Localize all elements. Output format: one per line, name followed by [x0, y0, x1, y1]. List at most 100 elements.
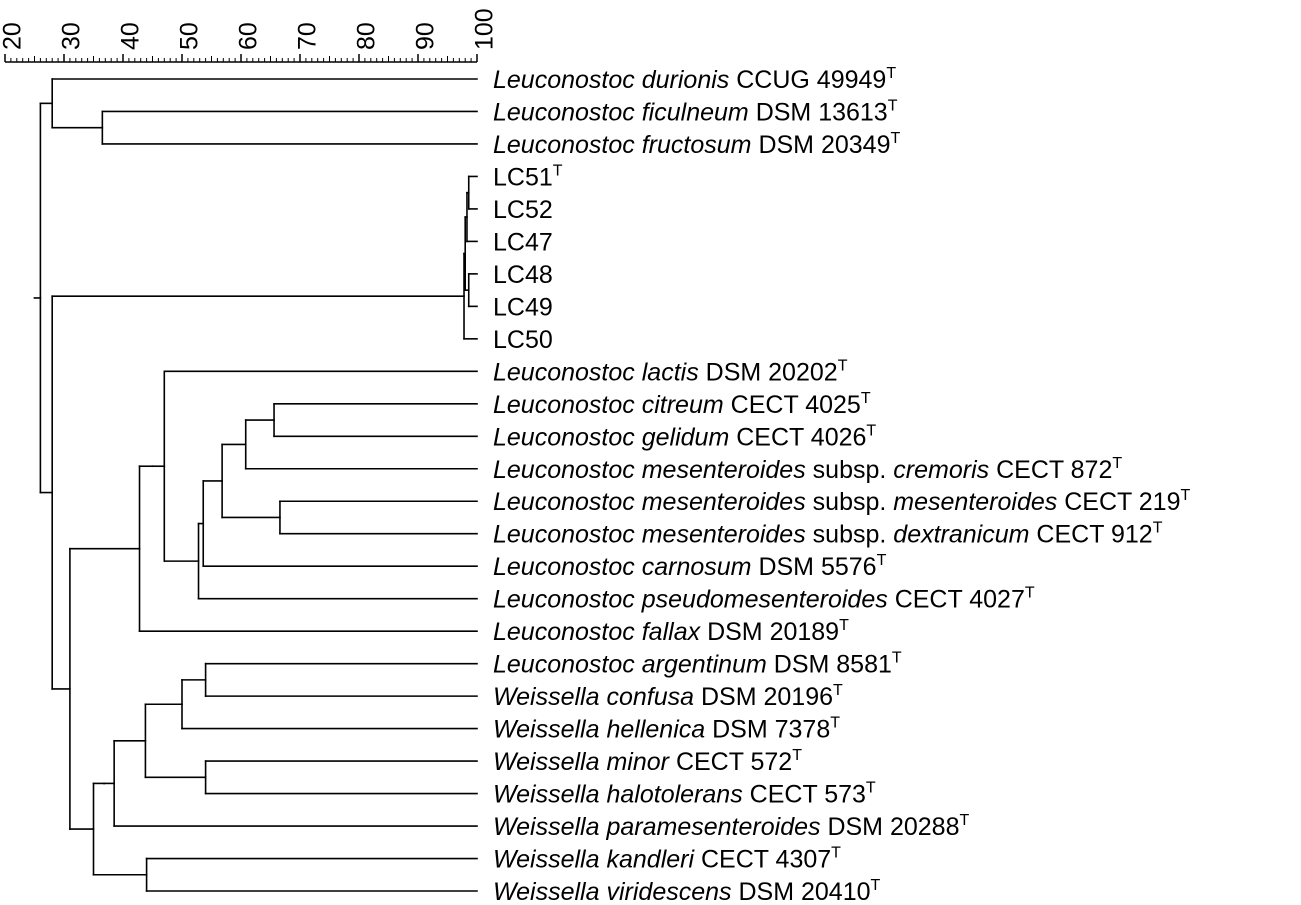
taxon-genus: Weissella — [493, 878, 600, 905]
scale-tick-label: 30 — [58, 22, 86, 50]
scale-tick-label: 90 — [412, 22, 440, 50]
type-strain-mark: T — [877, 552, 887, 569]
type-strain-mark: T — [1153, 520, 1163, 537]
taxon-label: Leuconostoc carnosum DSM 5576T — [493, 552, 887, 581]
taxon-genus: Weissella — [493, 716, 600, 744]
taxon-species: carnosum — [642, 553, 752, 581]
taxon-genus: Weissella — [493, 683, 600, 711]
taxon-strain: DSM 8581 — [774, 651, 892, 679]
taxon-strain: DSM 20189 — [707, 618, 839, 646]
taxon-species: viridescens — [606, 878, 731, 905]
type-strain-mark: T — [866, 780, 876, 797]
type-strain-mark: T — [959, 812, 969, 829]
taxon-species: mesenteroides — [642, 488, 806, 516]
taxon-species: mesenteroides — [642, 521, 806, 549]
taxon-strain: LC51 — [493, 163, 553, 191]
taxon-strain: LC48 — [493, 261, 553, 289]
taxon-label: Leuconostoc mesenteroides subsp. cremori… — [493, 455, 1122, 484]
taxon-species: fallax — [642, 618, 702, 646]
taxon-genus: Leuconostoc — [493, 391, 635, 419]
scale-tick-label: 70 — [294, 22, 322, 50]
taxon-label: LC49 — [493, 293, 553, 321]
taxon-strain: LC52 — [493, 196, 553, 224]
type-strain-mark: T — [838, 357, 848, 374]
taxon-species: durionis — [642, 66, 730, 94]
taxon-strain: LC50 — [493, 326, 553, 354]
taxon-strain: DSM 20196 — [701, 683, 833, 711]
type-strain-mark: T — [1025, 585, 1035, 602]
scale-tick-label: 20 — [0, 22, 27, 50]
taxon-strain: CECT 872 — [996, 456, 1112, 484]
taxon-species: mesenteroides — [642, 456, 806, 484]
taxon-strain: CECT 219 — [1064, 488, 1180, 516]
taxon-label: LC51T — [493, 162, 563, 191]
taxon-species: lactis — [642, 358, 699, 386]
type-strain-mark: T — [831, 845, 841, 862]
taxon-label: Leuconostoc gelidum CECT 4026T — [493, 422, 876, 451]
taxon-strain: CECT 4026 — [736, 423, 866, 451]
taxon-species: kandleri — [606, 846, 695, 874]
type-strain-mark: T — [1181, 487, 1191, 504]
taxon-strain: DSM 13613 — [756, 98, 888, 126]
taxon-genus: Leuconostoc — [493, 586, 635, 614]
taxon-label: Weissella hellenica DSM 7378T — [493, 715, 840, 744]
taxon-species: minor — [606, 748, 670, 776]
taxon-species: gelidum — [642, 423, 730, 451]
taxon-label: Weissella viridescens DSM 20410T — [493, 877, 881, 905]
taxon-genus: Leuconostoc — [493, 553, 635, 581]
taxon-strain: CECT 573 — [750, 781, 866, 809]
taxon-strain: CECT 4025 — [731, 391, 861, 419]
taxon-species: confusa — [606, 683, 694, 711]
taxon-label: LC50 — [493, 326, 553, 354]
taxon-subsp-word: subsp. — [813, 488, 887, 516]
scale-tick-label: 40 — [117, 22, 145, 50]
taxon-genus: Leuconostoc — [493, 423, 635, 451]
taxon-subspecies: dextranicum — [893, 521, 1029, 549]
taxon-strain: DSM 20202 — [706, 358, 838, 386]
taxon-strain: LC47 — [493, 228, 553, 256]
similarity-scale: 20 30 40 50 60 70 80 90 100 — [0, 8, 499, 63]
taxon-label: Leuconostoc mesenteroides subsp. dextran… — [493, 520, 1163, 549]
type-strain-mark: T — [792, 747, 802, 764]
taxon-strain: DSM 5576 — [758, 553, 876, 581]
taxon-genus: Leuconostoc — [493, 98, 635, 126]
taxon-species: argentinum — [642, 651, 767, 679]
taxon-strain: CECT 4307 — [701, 846, 831, 874]
taxon-strain: CECT 4027 — [895, 586, 1025, 614]
taxon-genus: Weissella — [493, 846, 600, 874]
taxon-genus: Leuconostoc — [493, 618, 635, 646]
taxon-species: ficulneum — [642, 98, 749, 126]
taxon-genus: Leuconostoc — [493, 521, 635, 549]
scale-tick-label: 60 — [235, 22, 263, 50]
type-strain-mark: T — [871, 877, 881, 894]
type-strain-mark: T — [890, 130, 900, 147]
taxon-strain: DSM 20288 — [827, 813, 959, 841]
taxon-genus: Leuconostoc — [493, 131, 635, 159]
taxon-species: hellenica — [606, 716, 705, 744]
taxon-label: Leuconostoc durionis CCUG 49949T — [493, 65, 896, 94]
type-strain-mark: T — [830, 715, 840, 732]
taxon-strain: CCUG 49949 — [736, 66, 886, 94]
taxon-species: halotolerans — [606, 781, 742, 809]
taxon-label: Weissella kandleri CECT 4307T — [493, 845, 841, 874]
taxon-species: paramesenteroides — [605, 813, 820, 841]
type-strain-mark: T — [1112, 455, 1122, 472]
type-strain-mark: T — [861, 390, 871, 407]
taxon-strain: DSM 7378 — [712, 716, 830, 744]
taxon-genus: Weissella — [493, 813, 600, 841]
taxon-label: LC48 — [493, 261, 553, 289]
taxon-subsp-word: subsp. — [813, 521, 887, 549]
taxon-label: Leuconostoc argentinum DSM 8581T — [493, 650, 902, 679]
taxon-genus: Leuconostoc — [493, 456, 635, 484]
taxon-species: citreum — [642, 391, 724, 419]
taxon-label: Leuconostoc citreum CECT 4025T — [493, 390, 871, 419]
taxon-genus: Weissella — [493, 781, 600, 809]
dendrogram-branches — [33, 78, 478, 892]
taxon-genus: Leuconostoc — [493, 488, 635, 516]
taxon-subspecies: cremoris — [893, 456, 989, 484]
taxon-label: Leuconostoc lactis DSM 20202T — [493, 357, 848, 386]
taxon-species: fructosum — [642, 131, 752, 159]
taxon-genus: Leuconostoc — [493, 66, 635, 94]
type-strain-mark: T — [553, 162, 563, 179]
